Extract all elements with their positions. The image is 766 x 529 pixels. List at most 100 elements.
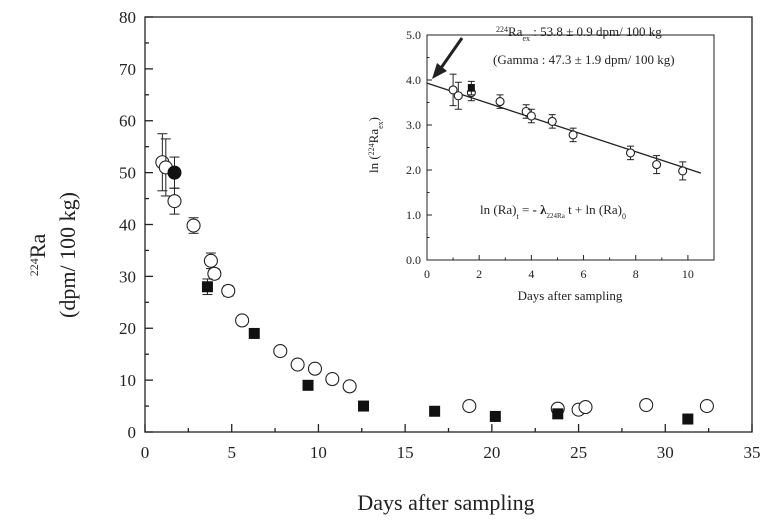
main-point-open-circle xyxy=(639,397,654,413)
main-point-open-circle xyxy=(699,399,714,414)
inset-point-open-circle xyxy=(526,111,536,121)
inset-y-tick-label: 3.0 xyxy=(406,118,421,132)
main-point-filled-square xyxy=(248,327,260,339)
main-y-tick-label: 70 xyxy=(119,60,136,79)
inset-annotation-line1-rest: : 53.8 ± 0.9 dpm/ 100 kg xyxy=(530,24,662,39)
main-x-axis-title: Days after sampling xyxy=(357,490,534,515)
main-point-open-circle xyxy=(186,218,201,233)
inset-annotation-line1-sup: 224 xyxy=(496,25,508,34)
inset-equation-c: t + ln (Ra) xyxy=(565,202,622,217)
inset-equation-lambda: λ xyxy=(537,202,547,217)
inset-y-axis-title-post: ) xyxy=(366,117,381,121)
inset-equation-a-sub: t xyxy=(516,212,519,221)
inset-equation-b: = xyxy=(519,202,533,217)
inset-x-tick-label: 6 xyxy=(581,267,587,281)
intercept-arrow xyxy=(432,37,464,79)
main-point-filled-square xyxy=(302,379,314,391)
inset-plot: 0 2 4 6 8 10 0.0 1.0 2.0 3.0 4.0 5.0 xyxy=(406,28,715,281)
inset-point-open-circle xyxy=(625,148,636,158)
main-point-open-circle xyxy=(578,400,593,415)
main-point-open-circle xyxy=(273,344,288,359)
inset-y-axis-title-pre: ln ( xyxy=(366,155,381,173)
main-y-axis-title-line2: (dpm/ 100 kg) xyxy=(55,192,80,318)
main-point-filled-circle xyxy=(167,165,182,180)
inset-fit-line xyxy=(426,82,702,174)
inset-annotation-line1-base: Ra xyxy=(508,24,523,39)
main-y-tick-label: 60 xyxy=(119,112,136,131)
inset-point-open-circle xyxy=(453,91,463,101)
main-point-open-circle xyxy=(342,379,357,394)
main-x-tick-label: 20 xyxy=(483,443,500,462)
main-point-filled-square xyxy=(429,405,441,417)
inset-annotation-line1: 224Raex : 53.8 ± 0.9 dpm/ 100 kg xyxy=(496,24,662,43)
inset-equation-c-sub: 0 xyxy=(622,212,626,221)
inset-y-tick-label: 4.0 xyxy=(406,73,421,87)
intercept-arrow-shaft xyxy=(439,37,464,69)
main-point-open-circle xyxy=(307,361,323,376)
main-y-axis-title-sup: 224 xyxy=(27,258,41,276)
inset-point-open-circle xyxy=(678,166,688,176)
main-x-tick-label: 30 xyxy=(657,443,674,462)
main-y-tick-label: 80 xyxy=(119,8,136,27)
main-point-open-circle xyxy=(207,266,222,281)
inset-x-tick-label: 2 xyxy=(476,267,482,281)
main-x-tick-label: 35 xyxy=(744,443,761,462)
inset-y-tick-label: 1.0 xyxy=(406,208,421,222)
inset-x-tick-label: 4 xyxy=(528,267,534,281)
inset-y-axis-title-sub: ex xyxy=(376,121,385,129)
main-point-open-circle xyxy=(235,313,250,328)
inset-x-tick-label: 0 xyxy=(424,267,430,281)
inset-point-open-circle xyxy=(495,97,505,107)
inset-y-axis-title-base: Ra xyxy=(366,129,381,144)
inset-equation-lambda-sub: 224Ra xyxy=(547,212,566,220)
inset-point-open-circle xyxy=(568,130,578,140)
main-y-axis-title-base: Ra xyxy=(25,234,50,259)
main-y-tick-label: 40 xyxy=(119,215,136,234)
main-point-open-circle xyxy=(325,372,340,387)
main-y-tick-label: 30 xyxy=(119,267,136,286)
main-point-open-circle xyxy=(290,357,305,372)
main-point-filled-square xyxy=(552,408,564,420)
inset-equation-a: ln (Ra) xyxy=(480,202,516,217)
main-y-tick-label: 0 xyxy=(128,423,137,442)
main-point-filled-square xyxy=(201,281,213,293)
inset-x-axis-title: Days after sampling xyxy=(518,288,623,303)
inset-annotation-line2: (Gamma : 47.3 ± 1.9 dpm/ 100 kg) xyxy=(493,52,675,67)
main-point-open-circle xyxy=(203,253,218,268)
main-x-tick-label: 0 xyxy=(141,443,150,462)
inset-y-axis-title: ln (224Raex) xyxy=(366,117,385,173)
inset-y-tick-label: 5.0 xyxy=(406,28,421,42)
main-x-tick-label: 25 xyxy=(570,443,587,462)
main-frame xyxy=(144,16,753,433)
main-x-tick-label: 10 xyxy=(310,443,327,462)
main-point-filled-square xyxy=(682,413,694,425)
inset-point-open-circle xyxy=(448,85,458,95)
inset-annotation-line1-sub: ex xyxy=(522,34,530,43)
main-y-tick-label: 50 xyxy=(119,164,136,183)
inset-y-tick-label: 2.0 xyxy=(406,163,421,177)
inset-y-axis-title-sup: 224 xyxy=(367,143,376,155)
inset-point-filled-square xyxy=(467,84,475,92)
main-point-filled-square xyxy=(489,410,501,422)
main-point-open-circle xyxy=(462,399,477,414)
inset-frame xyxy=(426,34,715,261)
inset-equation: ln (Ra)t = - λ224Ra t + ln (Ra)0 xyxy=(480,202,626,221)
inset-x-tick-label: 8 xyxy=(633,267,639,281)
inset-point-open-circle xyxy=(652,160,662,170)
main-y-tick-label: 20 xyxy=(119,319,136,338)
main-y-tick-label: 10 xyxy=(119,371,136,390)
main-y-axis-title-line1: 224Ra xyxy=(25,234,50,277)
inset-equation-minus: - xyxy=(533,202,537,217)
main-point-filled-square xyxy=(358,400,370,412)
main-x-tick-label: 15 xyxy=(397,443,414,462)
inset-x-tick-label: 10 xyxy=(682,267,694,281)
inset-y-tick-label: 0.0 xyxy=(406,253,421,267)
inset-point-open-circle xyxy=(547,116,557,126)
main-point-open-circle xyxy=(221,283,236,298)
main-point-open-circle xyxy=(167,194,182,209)
intercept-arrow-head xyxy=(432,63,447,79)
main-x-tick-label: 5 xyxy=(227,443,236,462)
